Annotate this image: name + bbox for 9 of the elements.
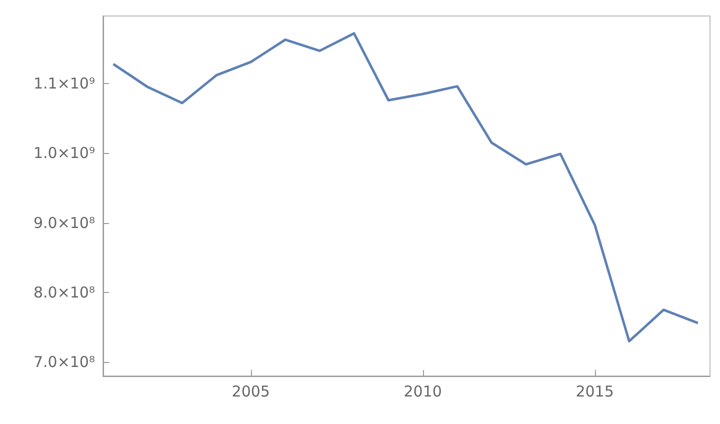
x-tick-label: 2010 [404, 382, 442, 400]
y-tick-label: 1.0×10⁹ [33, 144, 95, 162]
y-tick-label: 1.1×10⁹ [33, 74, 95, 93]
y-tick-label: 9.0×10⁸ [33, 214, 95, 232]
line-series [112, 32, 700, 342]
x-tick-label: 2015 [576, 382, 614, 400]
y-tick-label: 7.0×10⁸ [33, 353, 95, 372]
x-tick-label: 2005 [232, 382, 270, 400]
y-tick-label: 8.0×10⁸ [33, 283, 95, 302]
